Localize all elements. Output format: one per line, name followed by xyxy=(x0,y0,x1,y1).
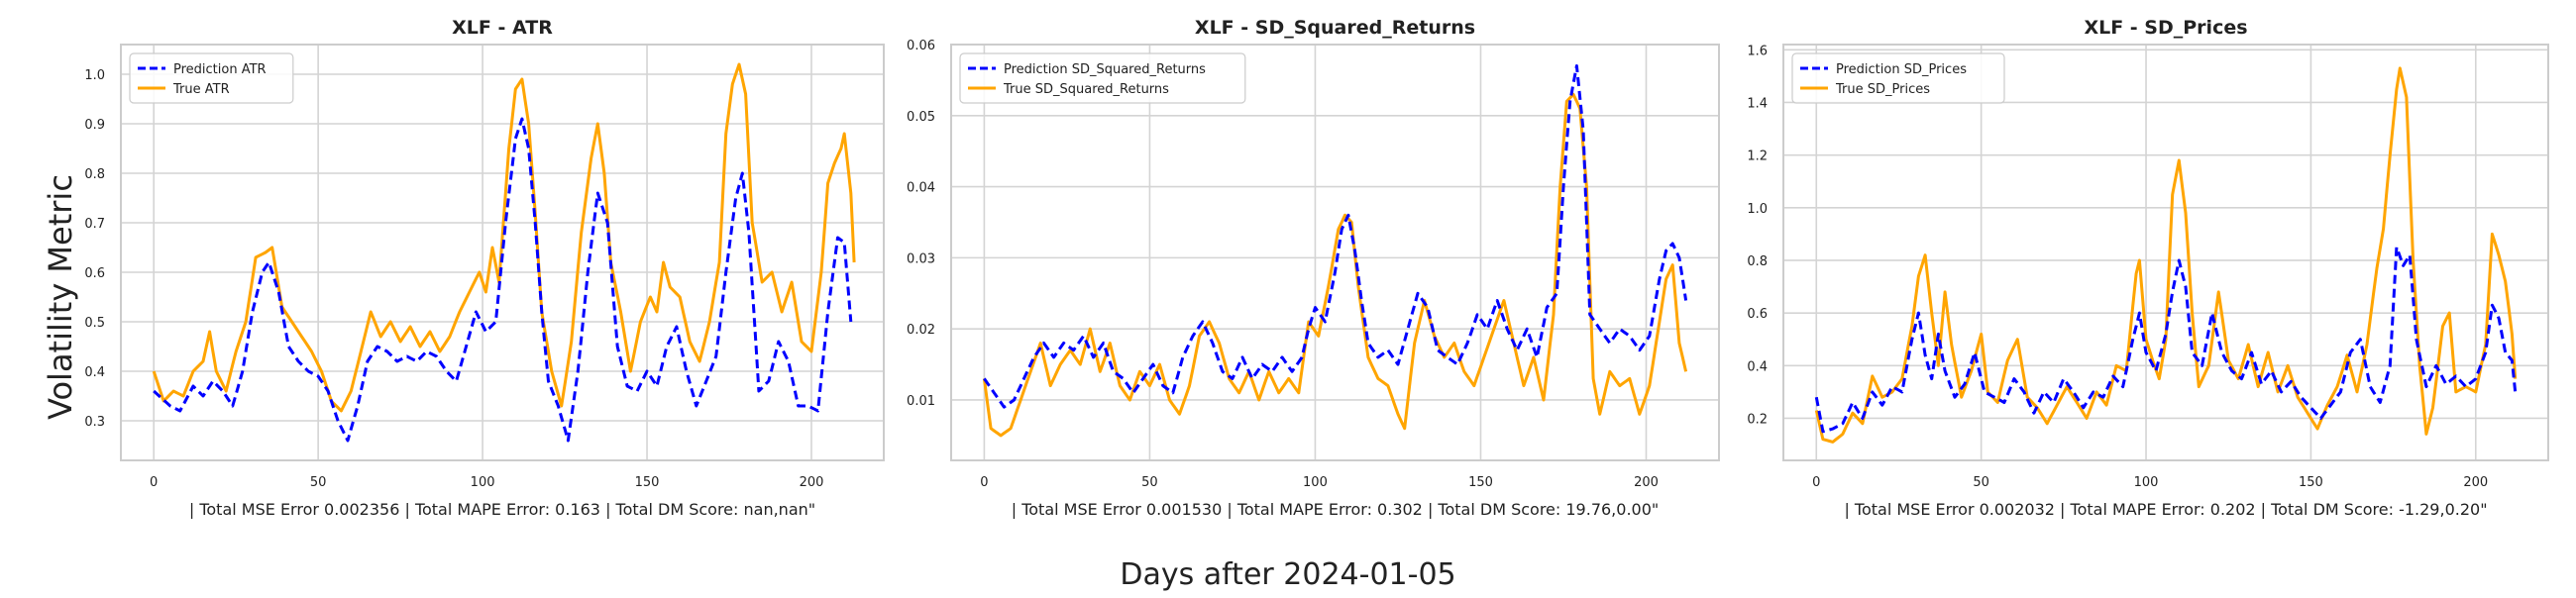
x-tick-label: 100 xyxy=(471,475,495,490)
true-series-line xyxy=(152,62,856,413)
y-tick-label: 0.8 xyxy=(84,167,105,182)
x-tick-label: 150 xyxy=(635,475,660,490)
plot-frame xyxy=(1782,44,2549,461)
y-tick-label: 0.3 xyxy=(84,415,105,430)
legend-label: True SD_Prices xyxy=(1835,82,1930,97)
x-tick-label: 150 xyxy=(2299,475,2323,490)
x-tick-label: 0 xyxy=(1812,475,1820,490)
y-tick-label: 0.6 xyxy=(1747,307,1768,322)
plot-frame xyxy=(120,44,885,461)
chart-title: XLF - SD_Squared_Returns xyxy=(1195,17,1475,39)
x-tick-label: 0 xyxy=(150,475,158,490)
y-tick-label: 0.4 xyxy=(1747,359,1768,374)
legend-label: True ATR xyxy=(172,82,230,97)
legend-label: Prediction ATR xyxy=(173,62,267,77)
legend-box xyxy=(1791,52,2005,104)
chart-subtitle: | Total MSE Error 0.002356 | Total MAPE … xyxy=(189,500,815,519)
legend-label: Prediction SD_Prices xyxy=(1836,62,1967,77)
prediction-series-line xyxy=(983,64,1688,409)
x-tick-label: 50 xyxy=(1141,475,1158,490)
y-tick-label: 0.8 xyxy=(1747,254,1768,269)
chart-panel-2: 0 50 100 150 200 0.01 0.02 0.03 0.04 0.05 0.06 XLF … xyxy=(907,17,1720,519)
legend-label: True SD_Squared_Returns xyxy=(1003,82,1169,97)
x-tick-label: 0 xyxy=(980,475,988,490)
y-tick-label: 0.4 xyxy=(84,365,105,380)
x-tick-label: 100 xyxy=(2134,475,2159,490)
figure-xlabel: Days after 2024-01-05 xyxy=(1120,557,1455,592)
y-tick-label: 1.4 xyxy=(1747,96,1768,111)
y-tick-label: 0.9 xyxy=(84,118,105,133)
chart-panel-3: 0 50 100 150 200 0.2 0.4 0.6 0.8 1.0 1.2 1.4 1.6 XLF … xyxy=(1747,17,2549,519)
plot-frame xyxy=(950,44,1720,461)
legend-box xyxy=(129,52,294,104)
legend-box xyxy=(959,52,1246,104)
y-tick-label: 1.2 xyxy=(1747,150,1768,164)
legend-label: Prediction SD_Squared_Returns xyxy=(1004,62,1206,77)
y-tick-label: 0.2 xyxy=(1747,412,1768,427)
y-tick-label: 0.7 xyxy=(84,217,105,232)
chart-panel-1: 0 50 100 150 200 0.3 0.4 0.5 0.6 0.7 0.8 0.9 1.0 XLF … xyxy=(84,17,885,519)
chart-title: XLF - ATR xyxy=(452,17,553,39)
y-tick-label: 0.04 xyxy=(907,181,935,196)
x-tick-label: 100 xyxy=(1303,475,1328,490)
x-tick-label: 200 xyxy=(1634,475,1659,490)
x-tick-label: 200 xyxy=(2463,475,2488,490)
y-tick-label: 0.05 xyxy=(907,110,935,125)
y-tick-label: 0.02 xyxy=(907,323,935,338)
y-tick-label: 0.5 xyxy=(84,316,105,331)
chart-subtitle: | Total MSE Error 0.002032 | Total MAPE … xyxy=(1844,500,2487,519)
y-tick-label: 1.0 xyxy=(1747,202,1768,217)
figure-ylabel: Volatility Metric xyxy=(42,174,79,420)
true-series-line xyxy=(1814,66,2518,444)
y-tick-label: 1.6 xyxy=(1747,44,1768,58)
x-tick-label: 150 xyxy=(1468,475,1493,490)
chart-subtitle: | Total MSE Error 0.001530 | Total MAPE … xyxy=(1012,500,1660,519)
prediction-series-line xyxy=(153,117,853,443)
true-series-line xyxy=(982,92,1688,438)
x-tick-label: 200 xyxy=(800,475,824,490)
y-tick-label: 0.06 xyxy=(907,39,935,53)
y-tick-label: 0.03 xyxy=(907,251,935,266)
x-tick-label: 50 xyxy=(310,475,327,490)
x-tick-label: 50 xyxy=(1973,475,1989,490)
prediction-series-line xyxy=(1814,246,2518,434)
y-tick-label: 0.6 xyxy=(84,266,105,281)
y-tick-label: 0.01 xyxy=(907,394,935,409)
y-tick-label: 1.0 xyxy=(84,68,105,83)
chart-title: XLF - SD_Prices xyxy=(2084,17,2247,39)
